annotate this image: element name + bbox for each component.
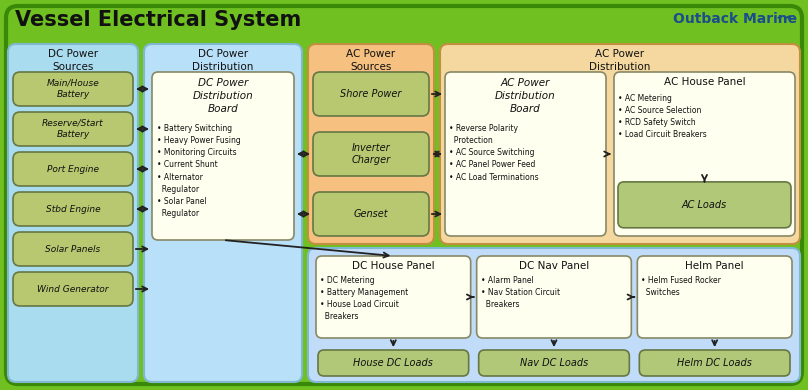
FancyBboxPatch shape bbox=[308, 44, 434, 244]
Text: AC Power
Distribution
Board: AC Power Distribution Board bbox=[495, 78, 556, 113]
Text: Main/House
Battery: Main/House Battery bbox=[47, 79, 99, 99]
FancyBboxPatch shape bbox=[313, 132, 429, 176]
FancyBboxPatch shape bbox=[313, 72, 429, 116]
FancyBboxPatch shape bbox=[152, 72, 294, 240]
Text: Helm DC Loads: Helm DC Loads bbox=[677, 358, 752, 368]
FancyBboxPatch shape bbox=[618, 182, 791, 228]
Text: AC House Panel: AC House Panel bbox=[663, 77, 745, 87]
FancyBboxPatch shape bbox=[318, 350, 469, 376]
FancyBboxPatch shape bbox=[8, 44, 138, 382]
Text: AC Loads: AC Loads bbox=[682, 200, 727, 210]
Text: House DC Loads: House DC Loads bbox=[353, 358, 433, 368]
FancyBboxPatch shape bbox=[13, 272, 133, 306]
Text: DC House Panel: DC House Panel bbox=[352, 261, 435, 271]
Text: AC Power
Sources: AC Power Sources bbox=[347, 49, 396, 72]
FancyBboxPatch shape bbox=[6, 6, 802, 384]
FancyBboxPatch shape bbox=[477, 256, 631, 338]
FancyBboxPatch shape bbox=[440, 44, 800, 244]
Text: Solar Panels: Solar Panels bbox=[45, 245, 101, 254]
FancyBboxPatch shape bbox=[445, 72, 606, 236]
Text: DC Power
Distribution: DC Power Distribution bbox=[192, 49, 254, 72]
Text: • Alarm Panel
• Nav Station Circuit
  Breakers: • Alarm Panel • Nav Station Circuit Brea… bbox=[481, 276, 560, 309]
Text: Vessel Electrical System: Vessel Electrical System bbox=[15, 10, 301, 30]
Text: Reserve/Start
Battery: Reserve/Start Battery bbox=[42, 119, 103, 139]
FancyBboxPatch shape bbox=[308, 248, 800, 382]
Text: • AC Metering
• AC Source Selection
• RCD Safety Switch
• Load Circuit Breakers: • AC Metering • AC Source Selection • RC… bbox=[618, 94, 707, 140]
Text: • DC Metering
• Battery Management
• House Load Circuit
  Breakers: • DC Metering • Battery Management • Hou… bbox=[320, 276, 408, 321]
Text: • Reverse Polarity
  Protection
• AC Source Switching
• AC Panel Power Feed
• AC: • Reverse Polarity Protection • AC Sourc… bbox=[449, 124, 539, 182]
Text: DC Nav Panel: DC Nav Panel bbox=[519, 261, 589, 271]
Text: Helm Panel: Helm Panel bbox=[685, 261, 744, 271]
FancyBboxPatch shape bbox=[13, 72, 133, 106]
FancyBboxPatch shape bbox=[144, 44, 302, 382]
Text: Shore Power: Shore Power bbox=[340, 89, 402, 99]
FancyBboxPatch shape bbox=[614, 72, 795, 236]
FancyBboxPatch shape bbox=[316, 256, 471, 338]
Text: DC Power
Distribution
Board: DC Power Distribution Board bbox=[192, 78, 254, 113]
FancyBboxPatch shape bbox=[13, 192, 133, 226]
FancyBboxPatch shape bbox=[478, 350, 629, 376]
Text: Port Engine: Port Engine bbox=[47, 165, 99, 174]
Text: Wind Generator: Wind Generator bbox=[37, 284, 109, 294]
Text: Stbd Engine: Stbd Engine bbox=[46, 204, 100, 213]
FancyBboxPatch shape bbox=[638, 256, 792, 338]
Text: Inverter
Charger: Inverter Charger bbox=[351, 143, 390, 165]
Text: Outback Marine: Outback Marine bbox=[673, 12, 797, 26]
Text: AC Power
Distribution: AC Power Distribution bbox=[589, 49, 650, 72]
Text: Nav DC Loads: Nav DC Loads bbox=[520, 358, 588, 368]
Text: • Helm Fused Rocker
  Switches: • Helm Fused Rocker Switches bbox=[642, 276, 722, 297]
FancyBboxPatch shape bbox=[313, 192, 429, 236]
FancyBboxPatch shape bbox=[639, 350, 790, 376]
FancyBboxPatch shape bbox=[13, 232, 133, 266]
FancyBboxPatch shape bbox=[13, 152, 133, 186]
FancyBboxPatch shape bbox=[13, 112, 133, 146]
Text: Genset: Genset bbox=[354, 209, 389, 219]
Text: DC Power
Sources: DC Power Sources bbox=[48, 49, 98, 72]
Text: • Battery Switching
• Heavy Power Fusing
• Monitoring Circuits
• Current Shunt
•: • Battery Switching • Heavy Power Fusing… bbox=[157, 124, 241, 218]
